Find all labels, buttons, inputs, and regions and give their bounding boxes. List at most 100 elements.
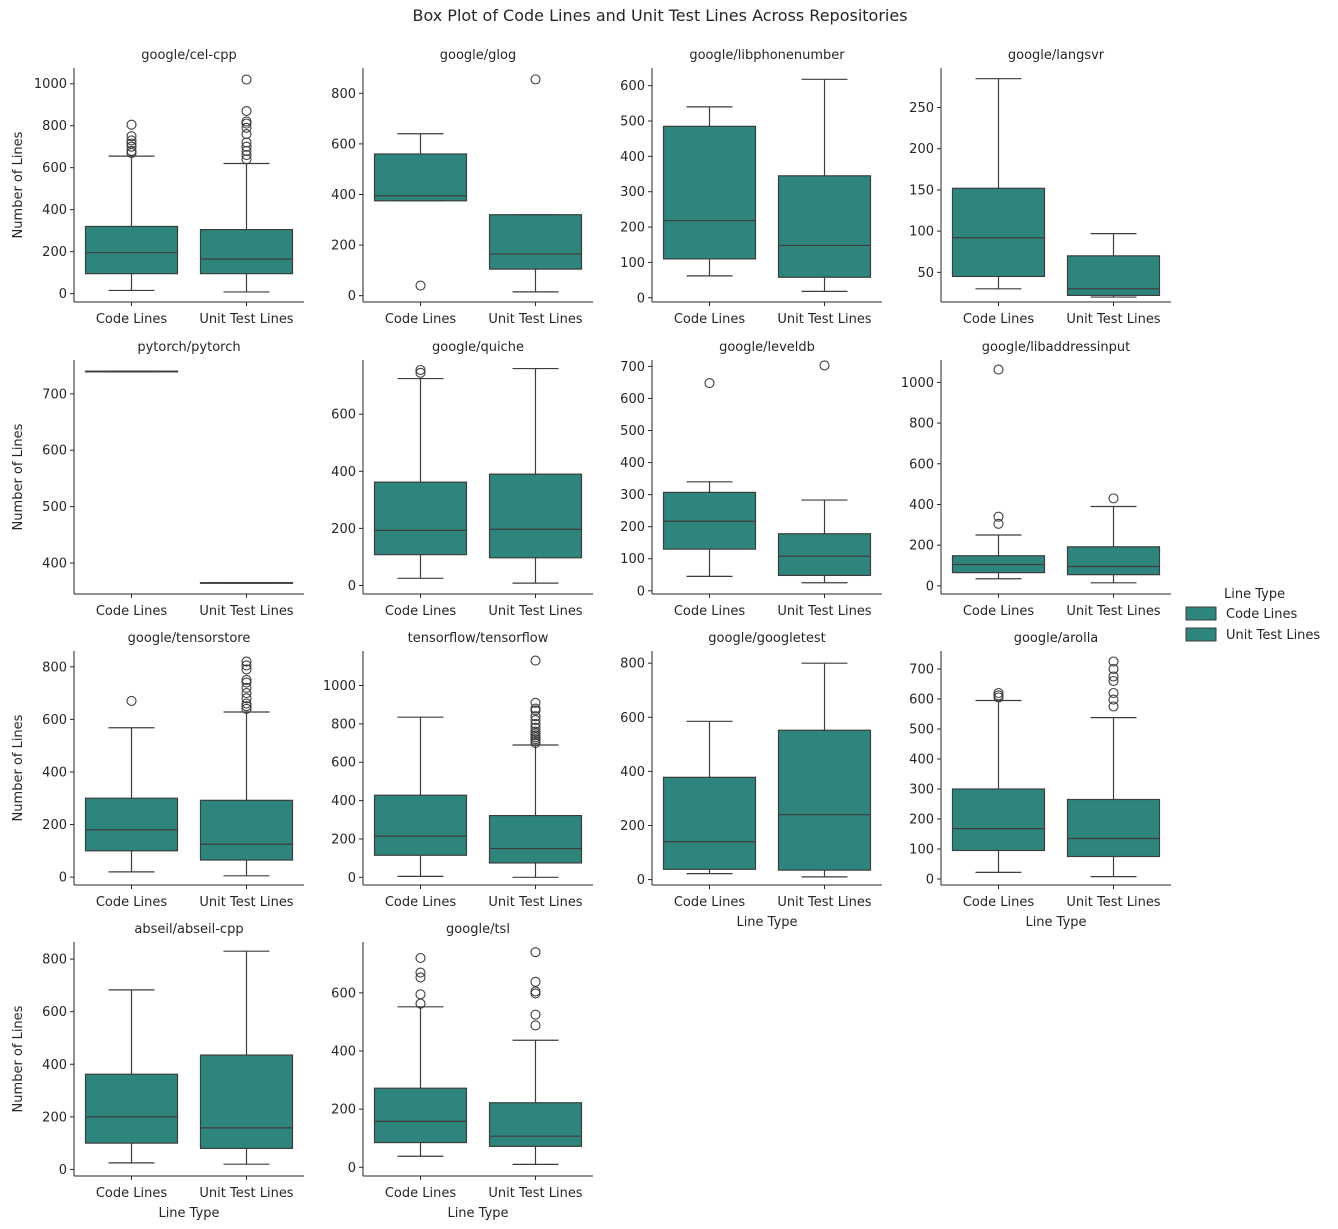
y-tick-label: 200	[620, 819, 645, 834]
outlier-point	[241, 145, 252, 156]
x-tick-label: Unit Test Lines	[488, 604, 582, 619]
iqr-box	[199, 799, 294, 861]
x-tick-label: Code Lines	[385, 895, 457, 910]
legend-swatch-unit	[1185, 627, 1217, 642]
figure-title: Box Plot of Code Lines and Unit Test Lin…	[412, 6, 908, 25]
y-tick-label: 100	[909, 843, 934, 858]
box-series	[1066, 233, 1161, 298]
outlier-point	[126, 145, 137, 156]
panel-title: google/libphonenumber	[689, 48, 845, 63]
outlier-point	[530, 74, 541, 85]
x-tick-label: Unit Test Lines	[199, 1186, 293, 1201]
iqr-box	[373, 481, 468, 556]
iqr-box	[777, 729, 872, 871]
outlier-point	[415, 952, 426, 964]
y-tick-label: 100	[909, 225, 934, 240]
x-tick-label: Code Lines	[674, 312, 746, 327]
panel: abseil/abseil-cpp 0 200 400 600 800 Code Lines…	[11, 922, 304, 1221]
iqr-box	[951, 187, 1046, 278]
outlier-point	[241, 74, 252, 85]
y-tick-label: 600	[331, 408, 356, 423]
panel-title: google/quiche	[432, 340, 524, 355]
y-tick-label: 0	[348, 579, 356, 594]
y-tick-label: 800	[42, 119, 67, 134]
y-tick-label: 200	[331, 832, 356, 847]
box-series	[84, 370, 179, 373]
x-tick-label: Code Lines	[96, 895, 168, 910]
y-tick-label: 200	[331, 1103, 356, 1118]
outlier-point	[530, 976, 541, 987]
iqr-box	[777, 533, 872, 577]
x-tick-label: Code Lines	[96, 312, 168, 327]
outlier-point	[1108, 694, 1119, 705]
outlier-point	[530, 655, 541, 666]
x-tick-label: Unit Test Lines	[488, 312, 582, 327]
iqr-box	[1066, 255, 1161, 297]
outlier-point	[1108, 687, 1119, 699]
panel: google/tsl 0 200 400 600 Code Lines Unit Test …	[331, 922, 593, 1221]
iqr-box	[199, 1054, 294, 1149]
y-tick-label: 400	[42, 203, 67, 218]
box-series	[199, 950, 294, 1165]
outlier-point	[1108, 663, 1119, 675]
outlier-point	[241, 664, 252, 675]
outlier-point	[126, 695, 137, 707]
x-tick-label: Code Lines	[963, 895, 1035, 910]
iqr-box	[373, 1087, 468, 1144]
y-tick-label: 400	[620, 456, 645, 471]
legend: Line Type Code Lines Unit Test Lines	[1185, 587, 1320, 643]
y-tick-label: 500	[909, 723, 934, 738]
iqr-box	[84, 225, 179, 275]
x-tick-label: Unit Test Lines	[1066, 604, 1160, 619]
outlier-point	[530, 726, 541, 737]
x-axis-label: Line Type	[158, 1206, 219, 1221]
panel: google/glog 0 200 400 600 800 Code Lines Unit T…	[331, 48, 593, 327]
y-tick-label: 0	[637, 584, 645, 599]
panel-title: google/libaddressinput	[982, 340, 1130, 355]
y-tick-label: 0	[59, 287, 67, 302]
outlier-point	[241, 698, 252, 709]
y-tick-label: 400	[42, 556, 67, 571]
y-tick-label: 400	[331, 188, 356, 203]
box-series	[84, 695, 179, 873]
y-tick-label: 1000	[323, 679, 356, 694]
y-tick-label: 800	[909, 417, 934, 432]
iqr-box	[662, 776, 757, 870]
outlier-point	[1108, 656, 1119, 667]
panel-title: pytorch/pytorch	[137, 340, 240, 355]
panel: google/googletest 0 200 400 600 800 Code Lines…	[620, 631, 882, 930]
outlier-point	[993, 687, 1004, 699]
panel-title: google/langsvr	[1008, 48, 1105, 63]
box-series	[1066, 493, 1161, 584]
y-tick-label: 200	[42, 245, 67, 260]
box-series	[488, 947, 583, 1165]
y-tick-label: 800	[620, 657, 645, 672]
outlier-point	[415, 967, 426, 978]
x-tick-label: Unit Test Lines	[488, 1186, 582, 1201]
x-axis-label: Line Type	[1025, 915, 1086, 930]
iqr-box	[488, 814, 583, 864]
iqr-box	[662, 125, 757, 260]
y-tick-label: 600	[331, 137, 356, 152]
y-tick-label: 600	[620, 392, 645, 407]
x-tick-label: Unit Test Lines	[199, 895, 293, 910]
x-tick-label: Unit Test Lines	[199, 604, 293, 619]
outlier-point	[241, 105, 252, 117]
outlier-point	[530, 988, 541, 999]
box-series	[488, 74, 583, 293]
outlier-point	[1108, 701, 1119, 712]
box-series	[662, 378, 757, 577]
panel: pytorch/pytorch 400 500 600 700 Code Lines Uni…	[11, 340, 304, 619]
panel-title: tensorflow/tensorflow	[408, 631, 549, 646]
outlier-point	[530, 947, 541, 958]
y-tick-label: 200	[909, 539, 934, 554]
outlier-point	[415, 989, 426, 1000]
x-tick-label: Code Lines	[385, 1186, 457, 1201]
box-series	[84, 119, 179, 292]
outlier-point	[415, 972, 426, 983]
iqr-box	[373, 794, 468, 856]
box-series	[951, 687, 1046, 874]
y-tick-label: 800	[42, 660, 67, 675]
y-tick-label: 0	[926, 579, 934, 594]
x-tick-label: Code Lines	[963, 312, 1035, 327]
